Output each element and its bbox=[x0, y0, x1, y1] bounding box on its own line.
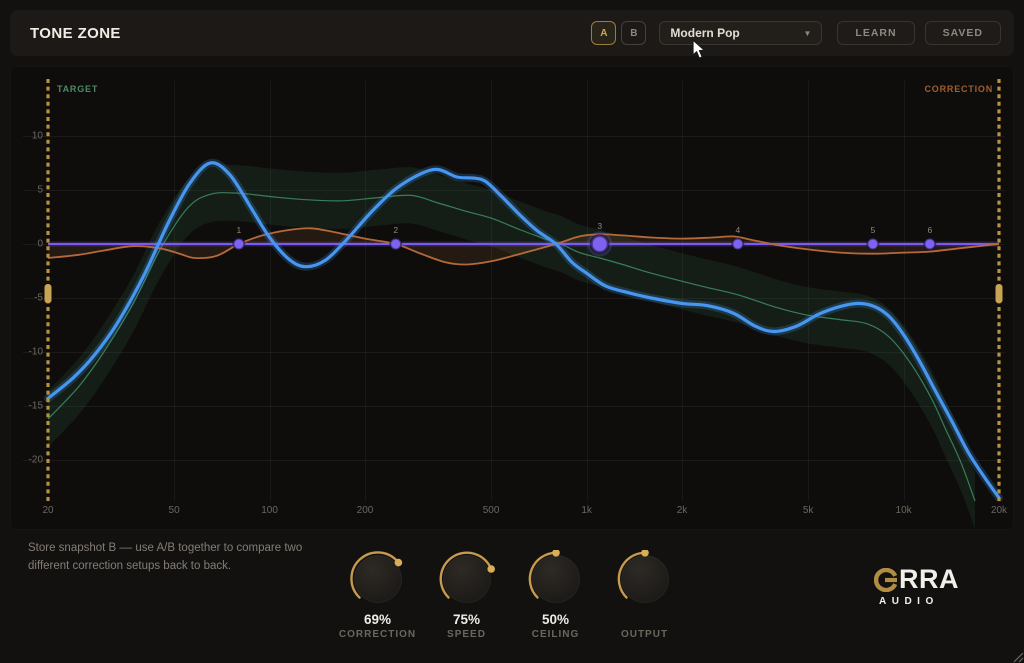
eq-node-1[interactable] bbox=[232, 237, 246, 251]
brand-logo-row: RRA bbox=[874, 564, 959, 595]
header-bar: TONE ZONE A B Modern Pop ▼ LEARN SAVED bbox=[10, 10, 1014, 56]
x-axis-tick-label: 20 bbox=[42, 505, 54, 516]
target-curve-label: TARGET bbox=[57, 84, 99, 94]
low-range-handle[interactable] bbox=[44, 284, 52, 304]
snapshot-a-button[interactable]: A bbox=[591, 21, 617, 45]
high-range-handle[interactable] bbox=[995, 284, 1003, 304]
correction-fill bbox=[48, 228, 999, 265]
learn-button[interactable]: LEARN bbox=[837, 21, 915, 45]
output-label: OUTPUT bbox=[620, 629, 669, 640]
x-axis-tick-label: 500 bbox=[482, 505, 500, 516]
eq-node-number: 5 bbox=[870, 225, 875, 235]
grid-line-h bbox=[23, 190, 1005, 191]
mouse-cursor bbox=[692, 39, 706, 59]
ceiling-knob-dial[interactable] bbox=[527, 550, 585, 608]
y-axis-tick-label: 10 bbox=[31, 130, 43, 142]
brand-name-text: RRA bbox=[899, 564, 959, 594]
eq-node-number: 3 bbox=[597, 221, 602, 231]
target-curve bbox=[47, 192, 976, 502]
speed-value: 75% bbox=[452, 612, 481, 627]
grid-line-v bbox=[174, 81, 176, 501]
ceiling-label: CEILING bbox=[531, 629, 580, 640]
eq-plot: 1 2 3 4 5 6 bbox=[44, 79, 1003, 530]
output-knob-dial[interactable] bbox=[616, 550, 674, 608]
eq-node-3[interactable] bbox=[589, 234, 610, 254]
y-axis-tick-label: -5 bbox=[34, 292, 43, 304]
brand-logo: RRA AUDIO bbox=[874, 564, 959, 607]
eq-node-number: 1 bbox=[236, 225, 241, 235]
grid-line-v bbox=[682, 81, 683, 501]
snapshot-b-button[interactable]: B bbox=[621, 21, 647, 45]
snapshot-hint-line1: Store snapshot B –– use A/B together to … bbox=[28, 542, 303, 554]
logo-o-bar bbox=[885, 577, 897, 582]
result-curve bbox=[46, 161, 1001, 500]
eq-graph-panel: 10 5 0 -5 -10 -15 -20 20 50 100 200 500 1k 2k 5k 10k 20k… bbox=[10, 66, 1014, 530]
grid-line-h bbox=[23, 298, 1005, 299]
correction-curve-label: CORRECTION bbox=[924, 84, 993, 94]
knob-ceiling: 50% CEILING bbox=[511, 550, 600, 640]
knob-speed: 75% SPEED bbox=[422, 550, 511, 640]
grid-line-h bbox=[23, 406, 1005, 407]
knob-correction: 69% CORRECTION bbox=[333, 550, 422, 640]
eq-node-number: 4 bbox=[735, 225, 740, 235]
x-axis-tick-label: 1k bbox=[581, 505, 592, 516]
y-axis-tick-label: -10 bbox=[28, 346, 43, 358]
snapshot-hint: Store snapshot B –– use A/B together to … bbox=[28, 540, 302, 576]
eq-node-5[interactable] bbox=[866, 237, 880, 251]
grid-line-h bbox=[23, 460, 1005, 461]
grid-line-v bbox=[808, 81, 810, 501]
grid-line-h bbox=[23, 352, 1005, 353]
correction-curve bbox=[47, 227, 1000, 266]
eq-node-2[interactable] bbox=[389, 237, 403, 251]
ceiling-value: 50% bbox=[541, 612, 570, 627]
x-axis-tick-label: 10k bbox=[895, 505, 912, 516]
correction-label: CORRECTION bbox=[338, 629, 417, 640]
speed-knob-dial[interactable] bbox=[438, 550, 496, 608]
logo-o-icon bbox=[874, 567, 898, 592]
correction-value: 69% bbox=[363, 612, 392, 627]
eq-node-number: 2 bbox=[393, 225, 398, 235]
ab-snapshot-group: A B bbox=[591, 21, 647, 45]
grid-line-v bbox=[491, 81, 493, 501]
preset-selected-label: Modern Pop bbox=[670, 26, 740, 40]
x-axis-tick-label: 5k bbox=[802, 505, 814, 516]
preset-select[interactable]: Modern Pop ▼ bbox=[659, 21, 823, 45]
eq-node-number: 6 bbox=[927, 225, 932, 235]
speed-label: SPEED bbox=[447, 629, 486, 640]
brand-sub-text: AUDIO bbox=[879, 596, 939, 607]
grid-line-v bbox=[269, 81, 271, 501]
y-axis-tick-label: -15 bbox=[28, 400, 43, 412]
knob-row: 69% CORRECTION 75% SPEED 50% CEILING OUTPUT bbox=[333, 550, 689, 640]
y-axis-tick-label: 0 bbox=[37, 238, 43, 250]
knob-output: OUTPUT bbox=[600, 550, 689, 640]
x-axis-tick-label: 20k bbox=[990, 505, 1008, 516]
eq-node-6[interactable] bbox=[923, 237, 937, 251]
x-axis-tick-label: 50 bbox=[168, 505, 180, 516]
grid-line-h bbox=[23, 136, 1005, 137]
saved-button[interactable]: SAVED bbox=[924, 21, 1001, 45]
chevron-down-icon: ▼ bbox=[803, 28, 812, 38]
eq-node-4[interactable] bbox=[731, 237, 745, 251]
y-axis-tick-label: 5 bbox=[37, 184, 43, 196]
y-axis-tick-label: -20 bbox=[28, 454, 43, 466]
snapshot-hint-line2: different correction setups back to back… bbox=[28, 559, 232, 572]
page-title: TONE ZONE bbox=[30, 24, 121, 42]
x-axis-tick-label: 2k bbox=[676, 505, 688, 516]
grid-line-v bbox=[586, 81, 588, 501]
target-band bbox=[48, 164, 975, 530]
x-axis-tick-label: 100 bbox=[261, 505, 278, 516]
grid-line-v bbox=[365, 81, 366, 501]
x-axis-tick-label: 200 bbox=[356, 505, 374, 516]
grid-line-v bbox=[903, 81, 905, 501]
correction-knob-dial[interactable] bbox=[349, 550, 407, 608]
resize-grip[interactable] bbox=[1011, 650, 1024, 663]
